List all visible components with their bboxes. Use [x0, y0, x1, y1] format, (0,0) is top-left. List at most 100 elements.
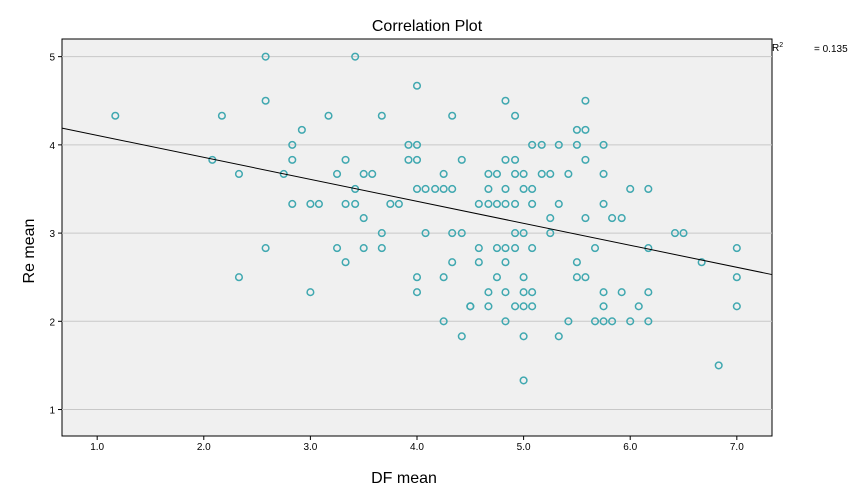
data-point — [554, 332, 563, 341]
data-point — [501, 288, 510, 297]
data-point — [511, 302, 520, 311]
y-tick-label: 1 — [49, 406, 55, 417]
r2-value: = 0.135 — [814, 44, 848, 55]
data-point — [599, 199, 608, 209]
data-point — [528, 244, 537, 253]
data-point — [519, 169, 528, 179]
data-point — [359, 214, 368, 223]
data-point — [439, 184, 448, 194]
data-point — [511, 244, 520, 253]
data-point — [511, 229, 520, 238]
data-point — [439, 273, 448, 282]
x-tick-label: 1.0 — [90, 442, 104, 453]
data-point — [732, 273, 741, 282]
data-point — [261, 52, 270, 61]
data-point — [288, 155, 297, 164]
data-point — [377, 111, 386, 120]
data-point — [511, 169, 520, 179]
data-point — [519, 288, 528, 297]
data-point — [474, 244, 483, 253]
data-point — [546, 169, 555, 179]
data-point — [501, 96, 510, 105]
data-point — [644, 317, 653, 326]
data-point — [484, 169, 493, 179]
data-point — [572, 273, 581, 282]
data-point — [519, 184, 528, 194]
data-point — [732, 244, 741, 253]
data-point — [634, 302, 643, 311]
data-point — [537, 169, 546, 179]
data-point — [732, 302, 741, 311]
data-point — [537, 140, 546, 149]
data-point — [377, 229, 386, 238]
data-point — [457, 155, 466, 164]
x-tick-label: 7.0 — [730, 442, 744, 453]
data-point — [546, 229, 555, 238]
data-point — [386, 199, 395, 209]
data-point — [581, 273, 590, 282]
data-point — [501, 244, 510, 253]
data-point — [341, 199, 350, 209]
x-tick-label: 4.0 — [410, 442, 424, 453]
data-point — [421, 184, 430, 194]
data-point — [421, 229, 430, 238]
data-point — [474, 199, 483, 209]
data-point — [492, 169, 502, 179]
data-point — [519, 332, 528, 341]
data-point — [599, 302, 608, 311]
data-point — [492, 244, 502, 253]
data-point — [511, 199, 520, 209]
data-point — [608, 317, 617, 326]
data-point — [111, 111, 120, 120]
data-point — [412, 184, 422, 194]
data-point — [288, 199, 297, 209]
data-point — [511, 111, 520, 120]
data-point — [564, 317, 573, 326]
gridlines — [62, 56, 772, 411]
data-point — [501, 317, 510, 326]
data-point — [572, 258, 581, 267]
data-point — [412, 288, 422, 297]
data-point — [412, 155, 422, 164]
data-point — [368, 169, 377, 179]
data-point — [599, 317, 608, 326]
data-point — [572, 140, 581, 149]
data-point — [501, 199, 510, 209]
data-point — [626, 184, 635, 194]
plot-area — [61, 38, 773, 437]
data-point — [297, 125, 306, 134]
data-point — [528, 184, 537, 194]
data-point — [554, 140, 563, 149]
data-point — [679, 229, 688, 238]
r2-symbol: R — [772, 43, 779, 54]
fit-line — [61, 127, 773, 276]
data-point — [439, 317, 448, 326]
data-point — [511, 155, 520, 164]
x-tick-label: 6.0 — [623, 442, 637, 453]
data-point — [501, 258, 510, 267]
data-point — [332, 244, 342, 253]
data-point — [572, 125, 581, 134]
data-point — [341, 258, 350, 267]
y-tick-label: 4 — [49, 141, 55, 152]
data-point — [599, 140, 608, 149]
data-point — [590, 244, 600, 253]
data-point — [564, 169, 573, 179]
data-point — [599, 288, 608, 297]
data-point — [617, 288, 626, 297]
y-tick-label: 3 — [49, 229, 55, 240]
data-point — [261, 96, 270, 105]
data-point — [581, 214, 590, 223]
y-tick-label: 2 — [49, 317, 55, 328]
x-tick-label: 5.0 — [517, 442, 531, 453]
data-point — [599, 169, 608, 179]
data-point — [439, 169, 448, 179]
data-point — [626, 317, 635, 326]
data-point — [528, 140, 537, 149]
data-point — [404, 155, 413, 164]
data-point — [448, 184, 457, 194]
x-tick-label: 2.0 — [197, 442, 211, 453]
data-point — [617, 214, 626, 223]
data-point — [412, 273, 422, 282]
